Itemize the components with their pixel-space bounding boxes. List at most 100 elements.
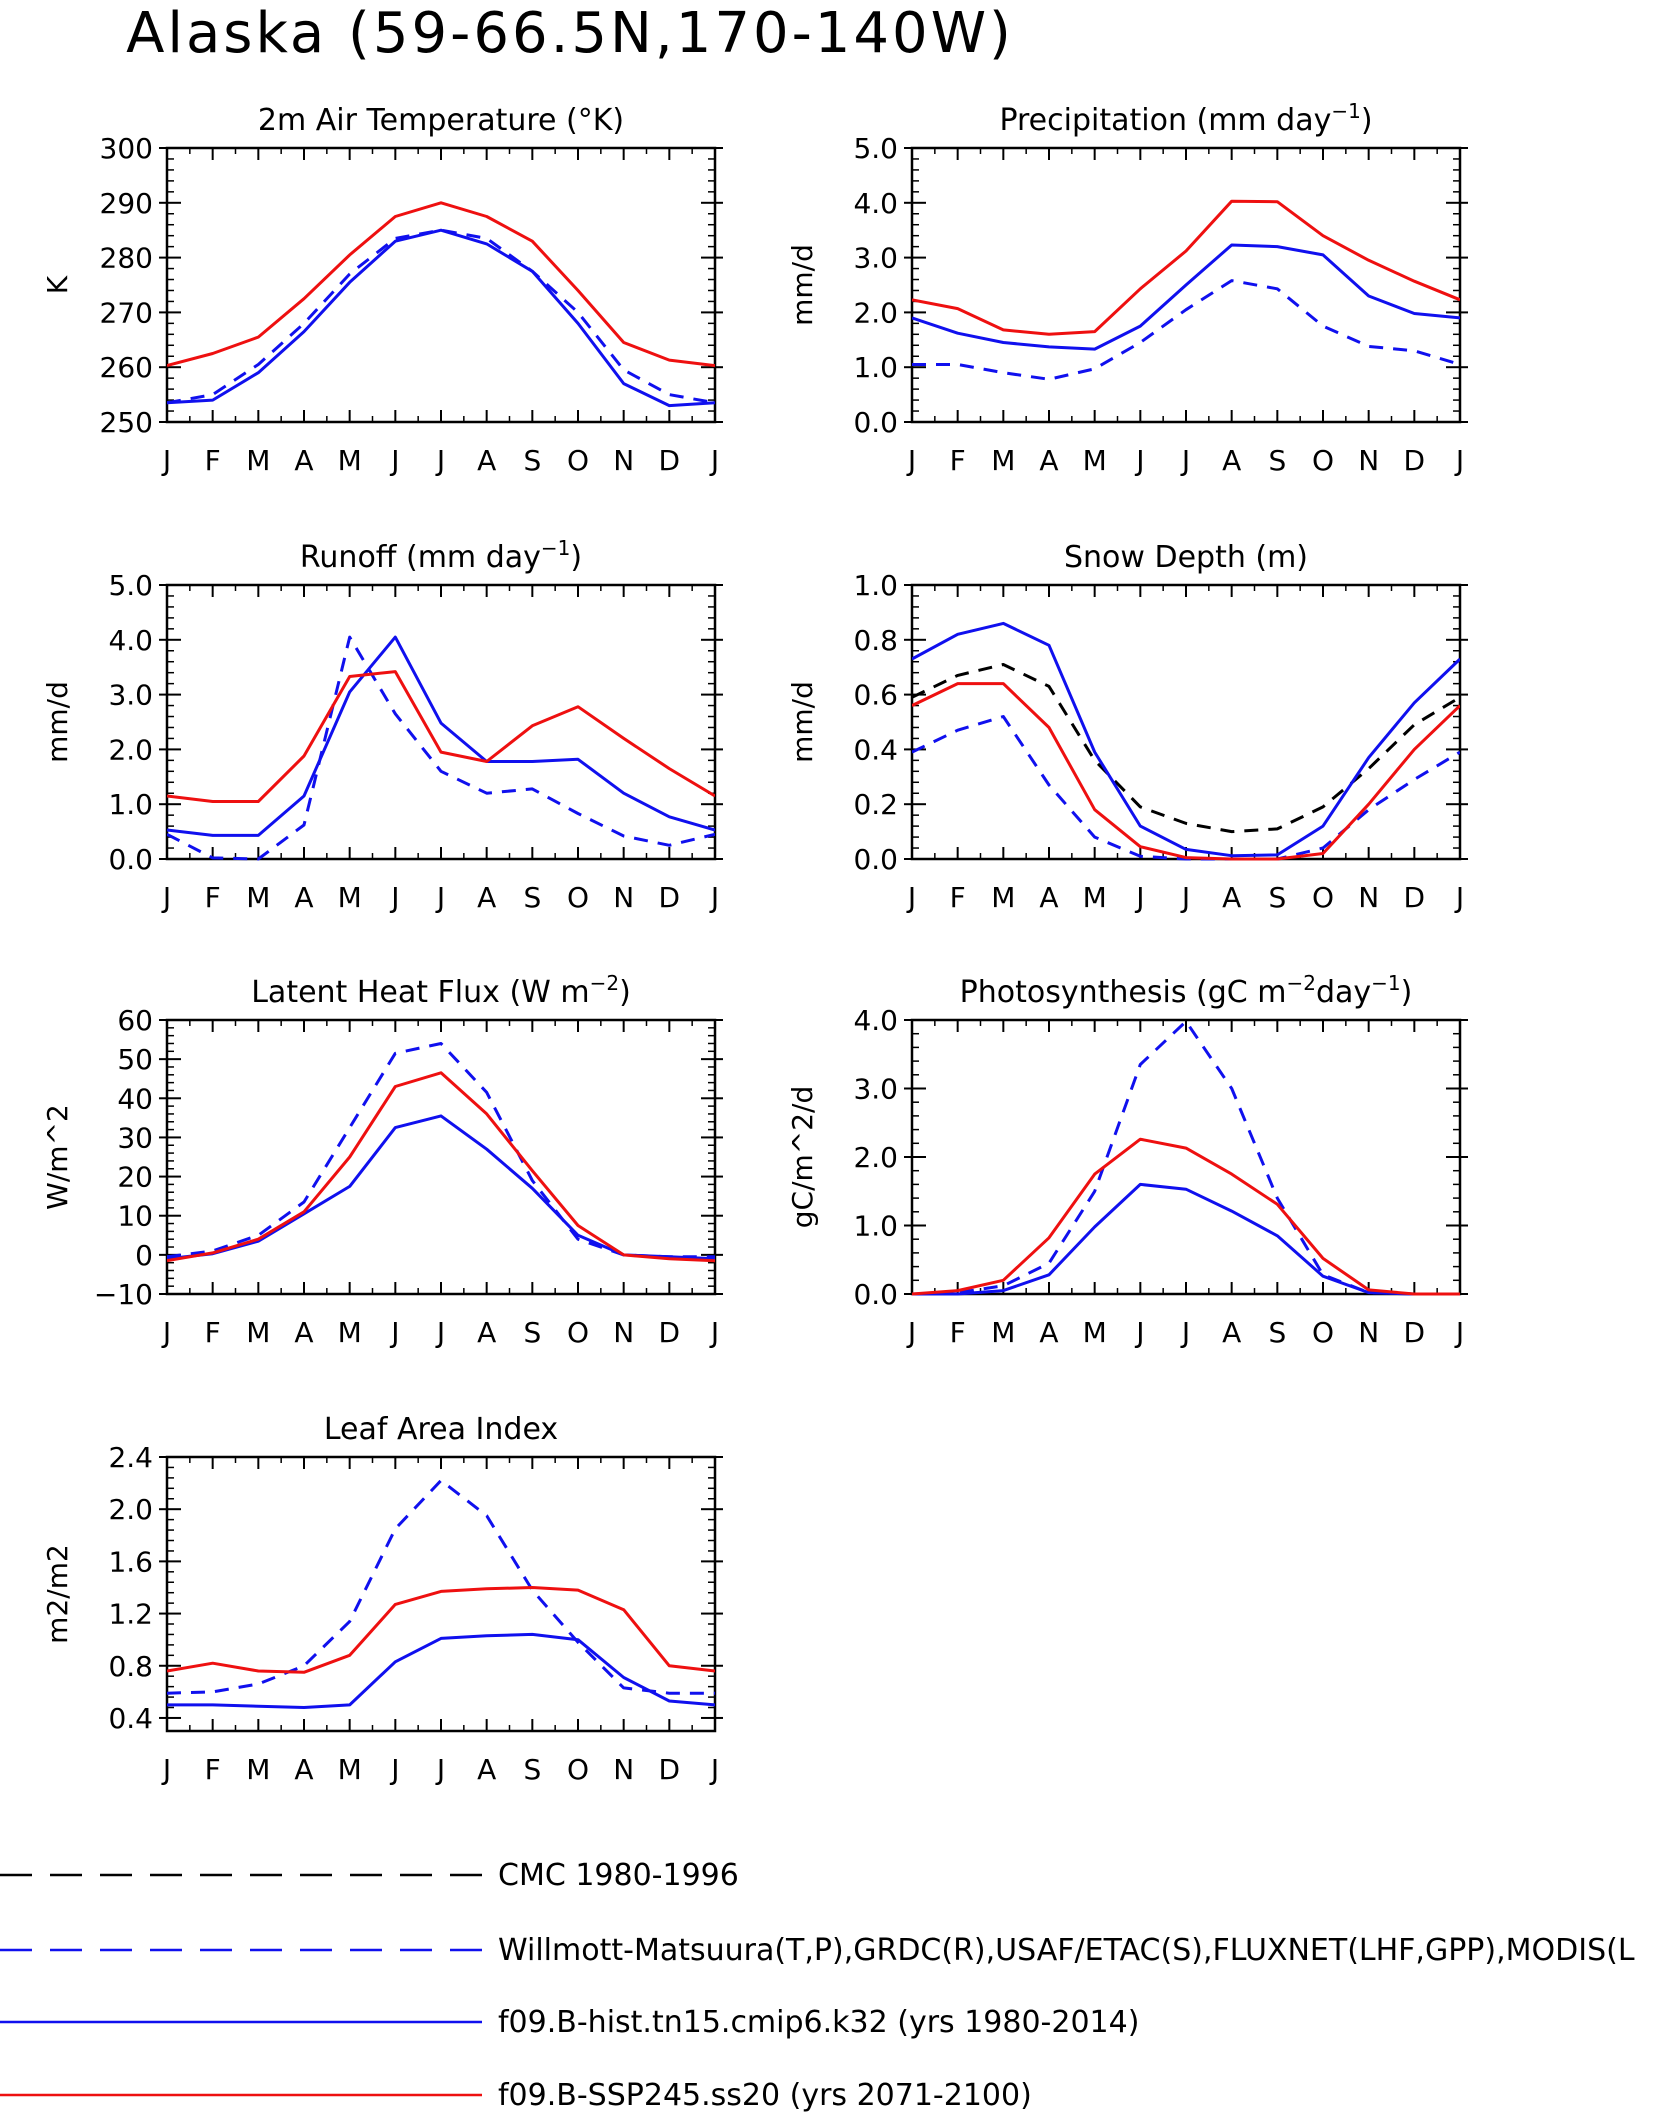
x-tick-label: J [1454, 1316, 1464, 1349]
x-tick-label: A [477, 444, 496, 477]
legend-entry: f09.B-SSP245.ss20 (yrs 2071-2100) [0, 2078, 1032, 2113]
x-tick-label: J [906, 444, 916, 477]
x-tick-label: N [1358, 881, 1379, 914]
x-tick-label: F [205, 1753, 221, 1786]
y-tick-label: 4.0 [853, 1004, 898, 1037]
chart-panels: 2m Air Temperature (°K)J F M A M J J A S O N D J2502… [41, 99, 1468, 1786]
panel-title: Runoff (mm day−1) [300, 536, 582, 575]
x-tick-label: M [338, 881, 362, 914]
x-tick-label: J [389, 881, 399, 914]
x-tick-label: S [1268, 444, 1286, 477]
main-title: Alaska (59-66.5N,170-140W) [126, 1, 1014, 66]
x-tick-label: N [613, 881, 634, 914]
series-line-hist [167, 1632, 715, 1709]
panel-title: Leaf Area Index [324, 1412, 558, 1447]
series-line-obs [912, 715, 1460, 861]
series-line-obs [167, 1042, 715, 1259]
plot-frame [165, 1018, 717, 1296]
legend-label: f09.B-SSP245.ss20 (yrs 2071-2100) [498, 2078, 1032, 2113]
plot-frame [165, 146, 717, 424]
panel-title-part: ) [1361, 103, 1373, 138]
x-tick-label: S [523, 1316, 541, 1349]
x-tick-label: M [991, 444, 1015, 477]
y-tick-label: 4.0 [108, 624, 153, 657]
y-tick-label: 0.0 [108, 843, 153, 876]
y-tick-label: 1.0 [108, 788, 153, 821]
series-line-obs [167, 635, 715, 861]
legend-entry: f09.B-hist.tn15.cmip6.k32 (yrs 1980-2014… [0, 2005, 1139, 2040]
y-tick-label: 5.0 [853, 132, 898, 165]
x-tick-label: F [950, 881, 966, 914]
x-tick-label: D [1404, 444, 1426, 477]
x-tick-label: A [1222, 1316, 1241, 1349]
series-line-ssp [167, 1586, 715, 1674]
x-tick-label: D [659, 881, 681, 914]
panel-title-part: ) [570, 540, 582, 575]
series-line-ssp [912, 199, 1460, 336]
y-axis-label: m2/m2 [41, 1544, 74, 1644]
y-tick-label: 1.6 [108, 1545, 153, 1578]
x-tick-label: D [1404, 1316, 1426, 1349]
plot-frame [165, 1455, 717, 1733]
y-tick-label: 2.4 [108, 1441, 153, 1474]
x-tick-label: O [567, 444, 589, 477]
x-tick-label: J [1180, 1316, 1190, 1349]
x-tick-label: N [1358, 1316, 1379, 1349]
y-tick-label: 0.0 [853, 406, 898, 439]
x-tick-label: J [389, 1316, 399, 1349]
y-tick-label: −10 [94, 1278, 153, 1311]
y-axis-label: W/m^2 [41, 1104, 74, 1210]
panel-title-part: day [1316, 975, 1371, 1010]
series-line-ssp [167, 670, 715, 803]
y-tick-label: 2.0 [853, 1141, 898, 1174]
y-tick-label: 0.0 [853, 843, 898, 876]
x-tick-label: A [294, 444, 313, 477]
y-tick-label: 4.0 [853, 187, 898, 220]
x-tick-label: O [1312, 1316, 1334, 1349]
chart-panel: 2m Air Temperature (°K)J F M A M J J A S O N D J2502… [41, 103, 723, 477]
y-tick-label: 0.2 [853, 788, 898, 821]
y-tick-label: 270 [100, 296, 153, 329]
x-tick-label: J [906, 1316, 916, 1349]
series-line-obs [912, 279, 1460, 381]
y-tick-label: 1.0 [853, 1210, 898, 1243]
x-tick-label: J [161, 444, 171, 477]
x-tick-label: A [1039, 881, 1058, 914]
series-line-hist [912, 243, 1460, 351]
series-line-obs [167, 228, 715, 405]
x-tick-label: N [613, 1753, 634, 1786]
x-tick-label: D [659, 444, 681, 477]
x-tick-label: F [950, 444, 966, 477]
y-axis-label: gC/m^2/d [786, 1086, 819, 1229]
y-axis-label: mm/d [41, 681, 74, 763]
x-tick-label: J [1180, 444, 1190, 477]
series-line-hist [912, 1182, 1460, 1296]
y-tick-label: 40 [117, 1082, 153, 1115]
x-tick-label: M [246, 444, 270, 477]
x-tick-label: O [1312, 444, 1334, 477]
series-line-ssp [167, 201, 715, 368]
y-tick-label: 290 [100, 187, 153, 220]
x-tick-label: D [659, 1753, 681, 1786]
x-tick-label: O [1312, 881, 1334, 914]
y-tick-label: 3.0 [853, 1073, 898, 1106]
chart-panel: Latent Heat Flux (W m−2)J F M A M J J A S O N D J−10… [41, 971, 723, 1349]
panel-title-part: Photosynthesis (gC m [960, 975, 1287, 1010]
y-tick-label: 1.0 [853, 351, 898, 384]
x-tick-label: O [567, 1316, 589, 1349]
x-tick-label: A [477, 1316, 496, 1349]
series-line-obs [912, 1019, 1460, 1296]
x-tick-label: M [338, 1753, 362, 1786]
y-tick-label: 0.4 [853, 733, 898, 766]
y-tick-label: 50 [117, 1043, 153, 1076]
series-line-cmc [912, 663, 1460, 834]
series-line-hist [912, 621, 1460, 858]
y-tick-label: 2.0 [108, 733, 153, 766]
x-tick-label: F [205, 881, 221, 914]
x-tick-label: N [1358, 444, 1379, 477]
panel-title-superscript: −2 [590, 971, 619, 995]
x-tick-label: A [1039, 444, 1058, 477]
series-line-ssp [912, 1137, 1460, 1296]
x-tick-label: A [1222, 444, 1241, 477]
panel-title: 2m Air Temperature (°K) [258, 103, 624, 138]
